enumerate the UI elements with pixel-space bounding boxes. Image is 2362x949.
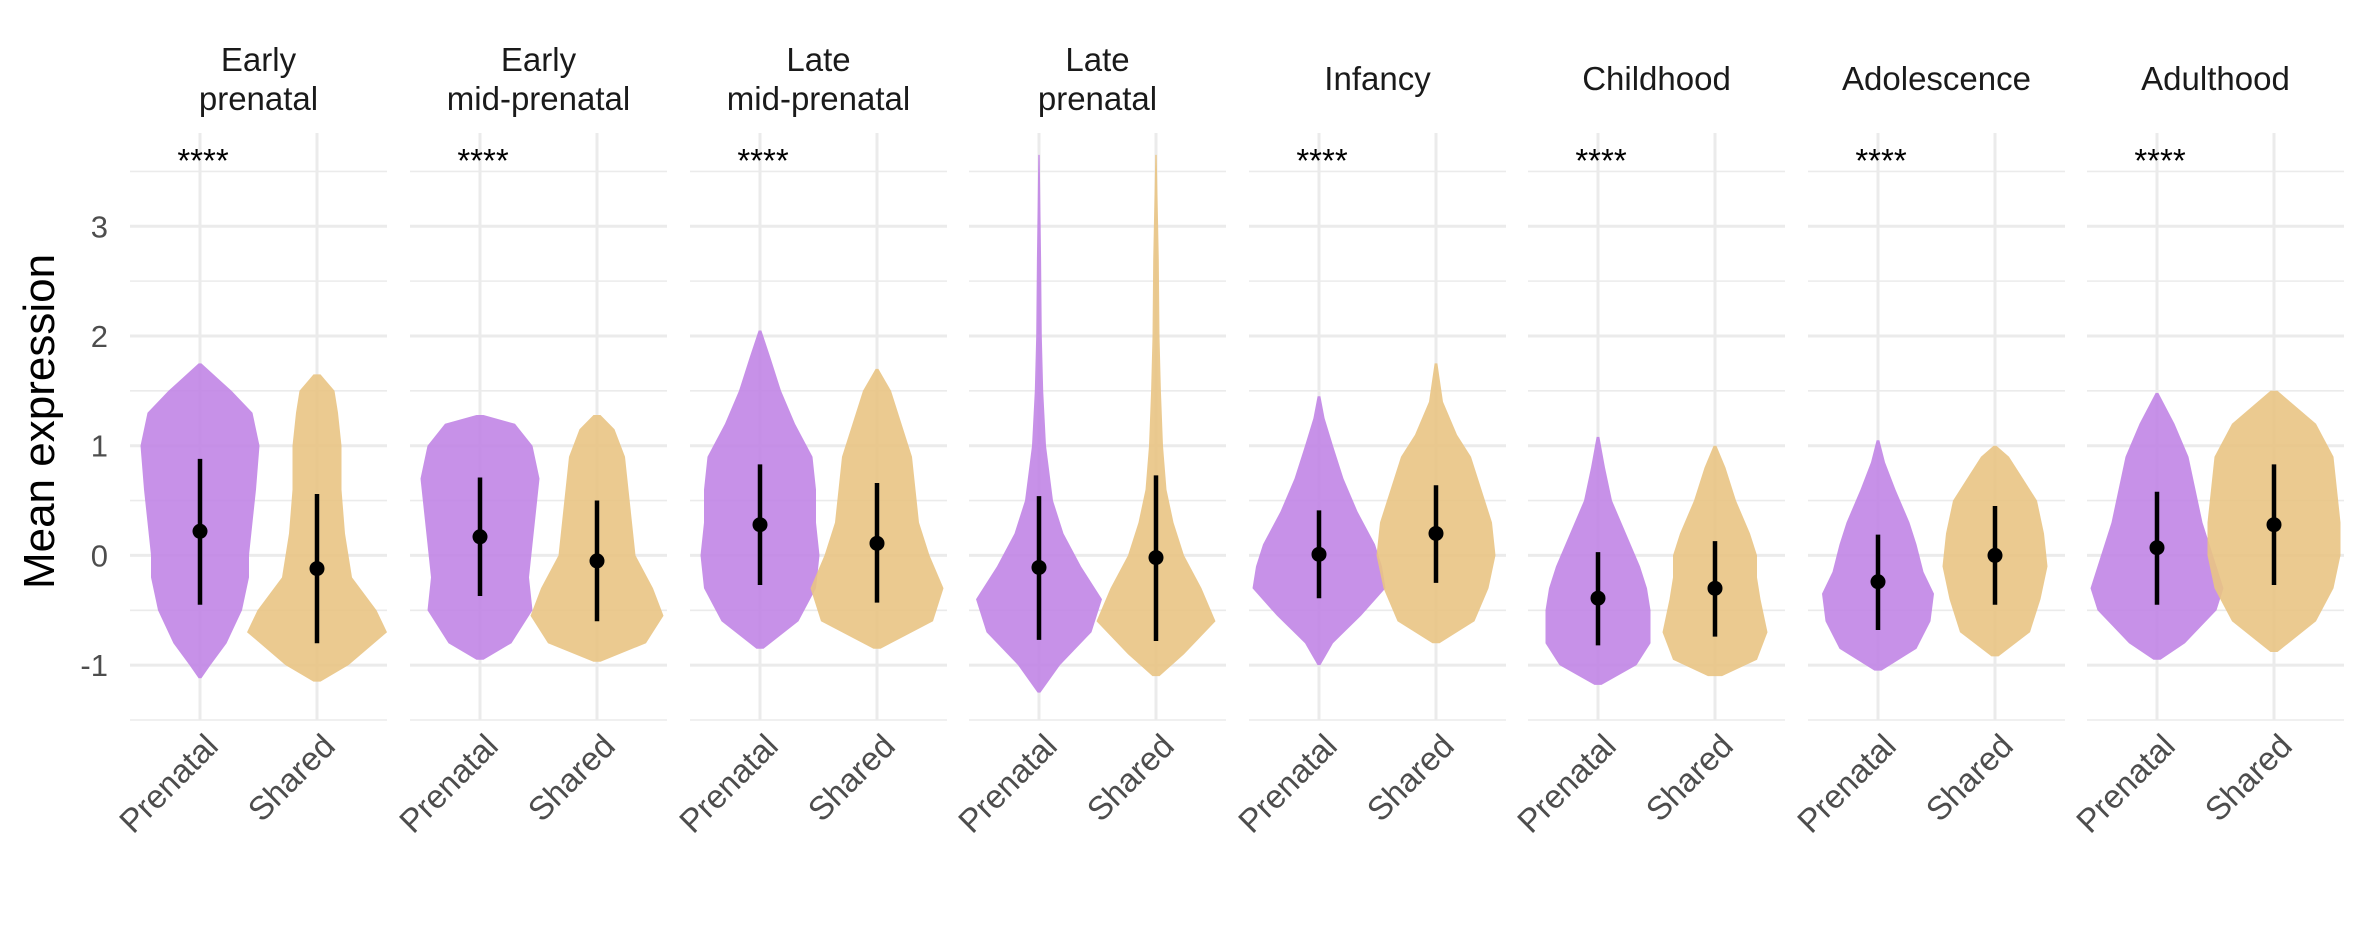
significance-label: ****: [2134, 142, 2186, 179]
y-axis-title: Mean expression: [15, 254, 64, 589]
x-tick-label: Shared: [801, 727, 902, 828]
y-tick-label: -1: [80, 648, 108, 683]
y-tick-label: 1: [91, 429, 108, 464]
median-point: [869, 535, 885, 551]
median-point: [2266, 517, 2282, 533]
x-tick-label: Prenatal: [672, 727, 785, 840]
y-tick-label: 0: [91, 538, 108, 573]
panel-title-line: prenatal: [199, 80, 318, 117]
median-point: [1311, 546, 1327, 562]
median-point: [1987, 547, 2003, 563]
x-tick-label: Shared: [1360, 727, 1461, 828]
median-point: [192, 523, 208, 539]
y-tick-label: 3: [91, 209, 108, 244]
median-point: [309, 561, 325, 577]
median-point: [1870, 574, 1886, 590]
significance-label: ****: [177, 142, 229, 179]
x-tick-label: Prenatal: [1510, 727, 1623, 840]
median-point: [1031, 559, 1047, 575]
panel-title-line: Early: [221, 41, 297, 78]
x-tick-label: Prenatal: [392, 727, 505, 840]
x-tick-label: Shared: [1919, 727, 2020, 828]
significance-label: ****: [457, 142, 509, 179]
x-tick-label: Shared: [521, 727, 622, 828]
x-tick-label: Prenatal: [951, 727, 1064, 840]
median-point: [589, 553, 605, 569]
x-tick-label: Shared: [1639, 727, 1740, 828]
x-tick-label: Shared: [1080, 727, 1181, 828]
significance-label: ****: [737, 142, 789, 179]
panel-title-line: Late: [786, 41, 850, 78]
x-tick-label: Prenatal: [1231, 727, 1344, 840]
x-tick-label: Prenatal: [2069, 727, 2182, 840]
panel-title-line: prenatal: [1038, 80, 1157, 117]
panel-title: Childhood: [1582, 60, 1731, 97]
median-point: [1428, 525, 1444, 541]
median-point: [472, 529, 488, 545]
panel-title-line: Early: [501, 41, 577, 78]
x-tick-label: Prenatal: [1790, 727, 1903, 840]
median-point: [1148, 550, 1164, 566]
panel-title-line: mid-prenatal: [447, 80, 630, 117]
panel-title: Adulthood: [2141, 60, 2290, 97]
y-tick-label: 2: [91, 319, 108, 354]
median-point: [2149, 540, 2165, 556]
x-tick-label: Prenatal: [112, 727, 225, 840]
significance-label: ****: [1855, 142, 1907, 179]
panel-title: Adolescence: [1842, 60, 2031, 97]
significance-label: ****: [1296, 142, 1348, 179]
x-tick-label: Shared: [241, 727, 342, 828]
panel-title: Infancy: [1324, 60, 1431, 97]
violin-shared: [1096, 154, 1216, 677]
median-point: [752, 517, 768, 533]
significance-label: ****: [1575, 142, 1627, 179]
panel-title-line: Late: [1065, 41, 1129, 78]
median-point: [1590, 590, 1606, 606]
panel-title-line: mid-prenatal: [727, 80, 910, 117]
x-tick-label: Shared: [2198, 727, 2299, 828]
violin-prenatal: [976, 154, 1102, 693]
median-point: [1707, 580, 1723, 596]
